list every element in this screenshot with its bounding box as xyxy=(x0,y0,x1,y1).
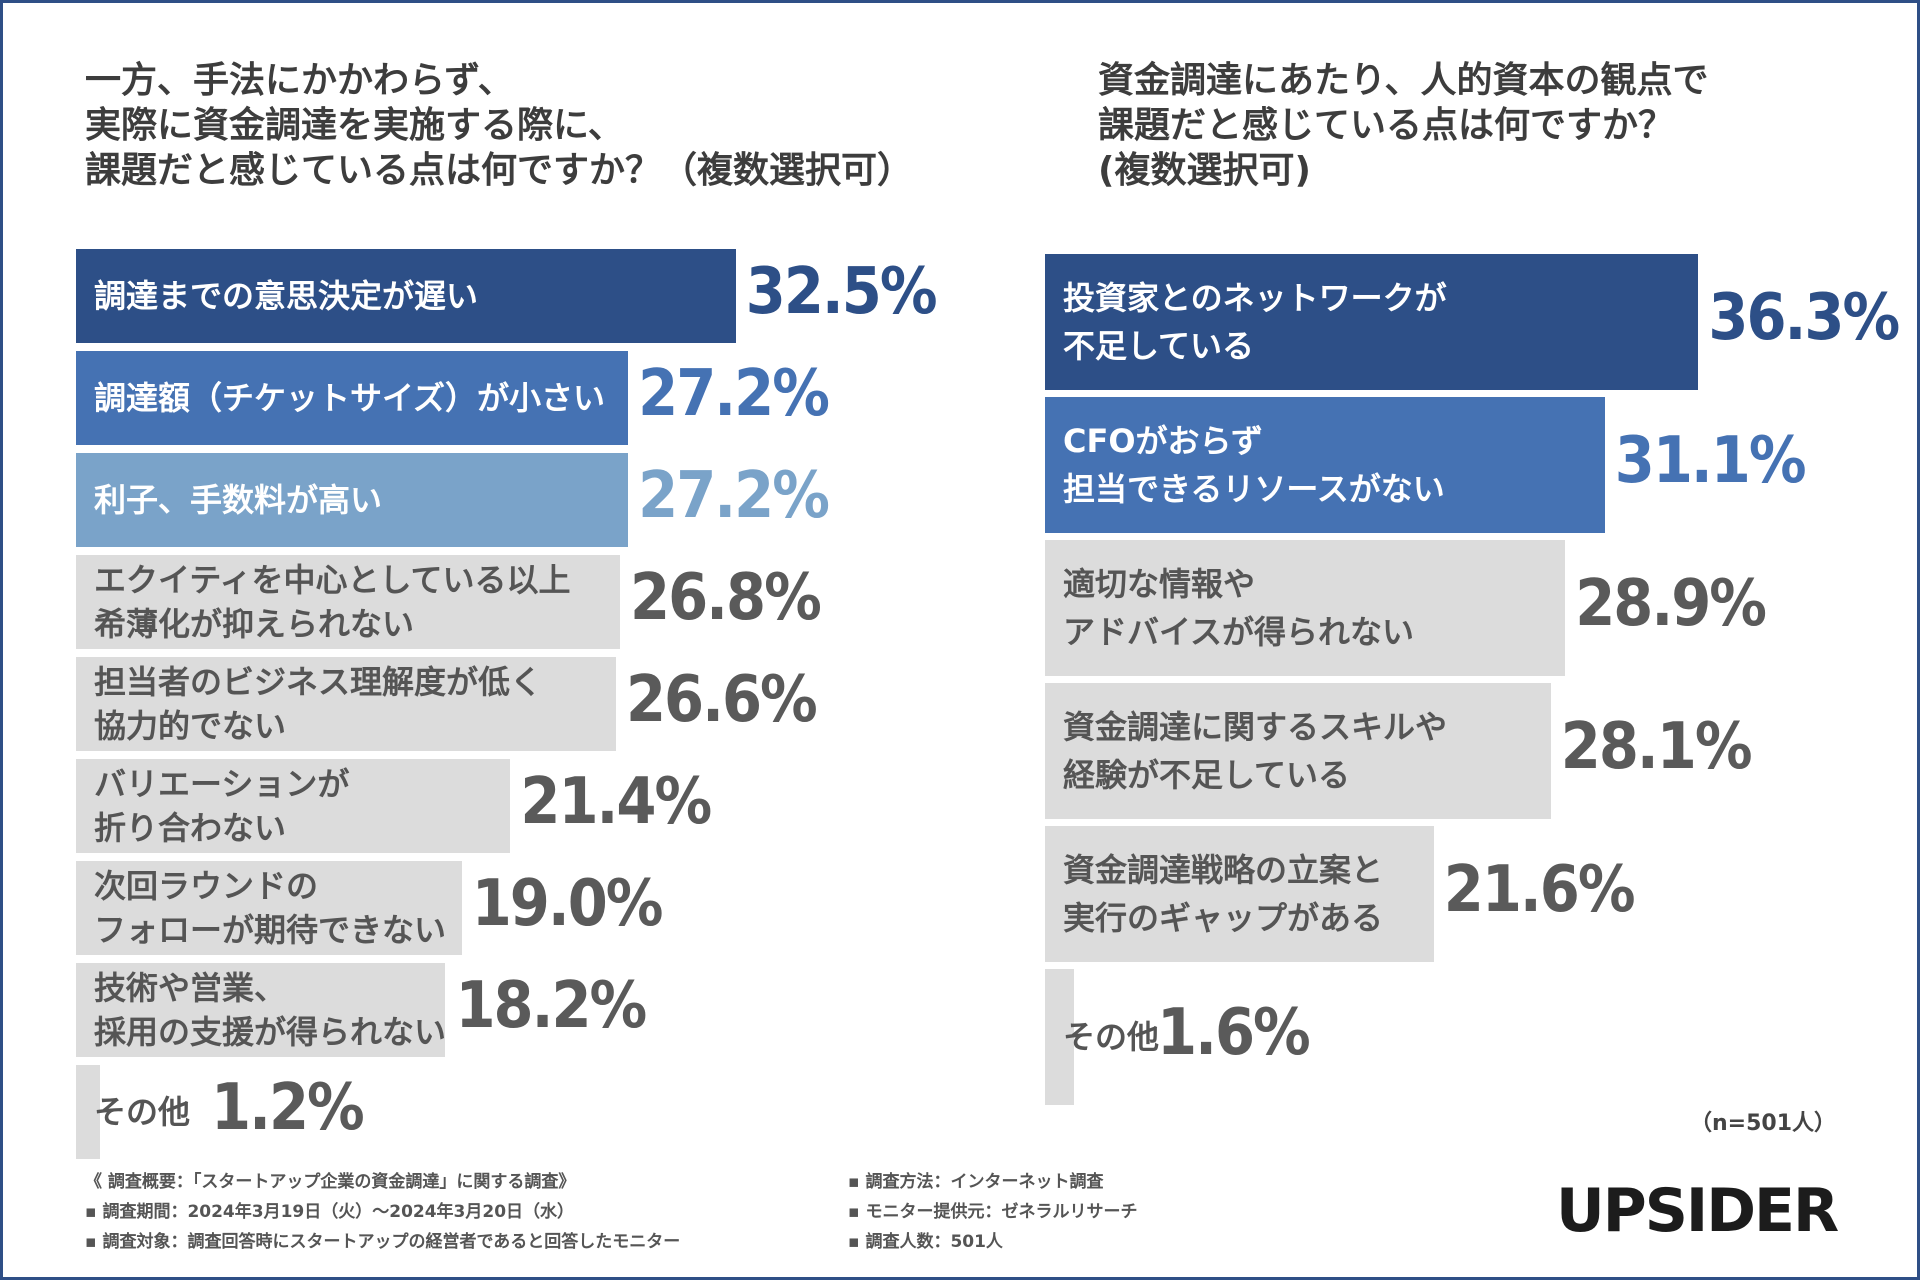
bar-label: 技術や営業、 採用の支援が得られない xyxy=(94,969,447,1051)
bar-label: CFOがおらず 担当できるリソースがない xyxy=(1063,422,1445,508)
footer-survey-title: 《 調査概要：「スタートアップ企業の資金調達」に関する調査》 xyxy=(85,1172,576,1192)
value-label: 1.2% xyxy=(211,1071,365,1145)
bar-6 xyxy=(1045,969,1074,1105)
bar-7 xyxy=(76,861,462,955)
footer-provider: ▪ モニター提供元：ゼネラルリサーチ xyxy=(848,1202,1138,1222)
value-label: 31.1% xyxy=(1614,424,1807,498)
right-chart-title: 資金調達にあたり、人的資本の観点で 課題だと感じている点は何ですか？ (複数選択… xyxy=(1098,60,1709,191)
bar-label: その他 xyxy=(1063,1018,1160,1056)
value-label: 32.5% xyxy=(745,255,938,329)
value-label: 21.4% xyxy=(520,765,712,839)
value-label: 21.6% xyxy=(1443,853,1636,927)
bar-label: 調達までの意思決定が遅い xyxy=(94,277,479,315)
footer-method: ▪ 調査方法：インターネット調査 xyxy=(848,1172,1104,1192)
bar-4 xyxy=(1045,683,1551,819)
sample-size: （n=501人） xyxy=(1690,1111,1837,1136)
footer-target: ▪ 調査対象：調査回答時にスタートアップの経営者であると回答したモニター xyxy=(85,1232,681,1252)
bar-label: 資金調達戦略の立案と 実行のギャップがある xyxy=(1063,851,1384,937)
bar-label: 適切な情報や アドバイスが得られない xyxy=(1063,565,1415,651)
bar-label: バリエーションが 折り合わない xyxy=(94,765,350,847)
bar-8 xyxy=(76,963,446,1057)
bar-1 xyxy=(76,249,736,343)
value-label: 26.6% xyxy=(625,663,818,737)
bar-3 xyxy=(1045,540,1566,676)
footer-count: ▪ 調査人数：501人 xyxy=(848,1232,1003,1252)
value-label: 28.9% xyxy=(1575,567,1767,641)
bar-6 xyxy=(76,759,511,853)
value-label: 1.6% xyxy=(1157,996,1311,1070)
bar-label: その他 xyxy=(94,1093,191,1131)
bar-1 xyxy=(1045,254,1699,390)
left-chart-title: 一方、手法にかかわらず、 実際に資金調達を実施する際に、 課題だと感じている点は… xyxy=(85,60,914,191)
value-label: 27.2% xyxy=(638,459,830,533)
bar-2 xyxy=(1045,397,1605,533)
value-label: 28.1% xyxy=(1560,710,1753,784)
bar-3 xyxy=(76,453,629,547)
bar-label: 担当者のビジネス理解度が低く 協力的でない xyxy=(94,663,543,745)
upsider-logo: UPSIDER xyxy=(1556,1176,1839,1246)
bar-2 xyxy=(76,351,629,445)
bar-5 xyxy=(76,657,616,751)
bar-5 xyxy=(1045,826,1434,962)
footer-period: ▪ 調査期間：2024年3月19日（火）〜2024年3月20日（水） xyxy=(85,1202,575,1222)
value-label: 18.2% xyxy=(455,969,647,1043)
value-label: 27.2% xyxy=(638,357,830,431)
bar-9 xyxy=(76,1065,101,1159)
bar-label: 利子、手数料が高い xyxy=(94,481,383,519)
bar-label: 投資家とのネットワークが 不足している xyxy=(1063,279,1447,365)
bar-label: 資金調達に関するスキルや 経験が不足している xyxy=(1063,708,1448,794)
bar-label: 次回ラウンドの フォローが期待できない xyxy=(94,867,447,949)
value-label: 19.0% xyxy=(471,867,664,941)
bar-4 xyxy=(76,555,621,649)
value-label: 26.8% xyxy=(630,561,822,635)
value-label: 36.3% xyxy=(1708,281,1900,355)
bar-label: エクイティを中心としている以上 希薄化が抑えられない xyxy=(94,561,571,643)
bar-label: 調達額（チケットサイズ）が小さい xyxy=(94,379,606,417)
